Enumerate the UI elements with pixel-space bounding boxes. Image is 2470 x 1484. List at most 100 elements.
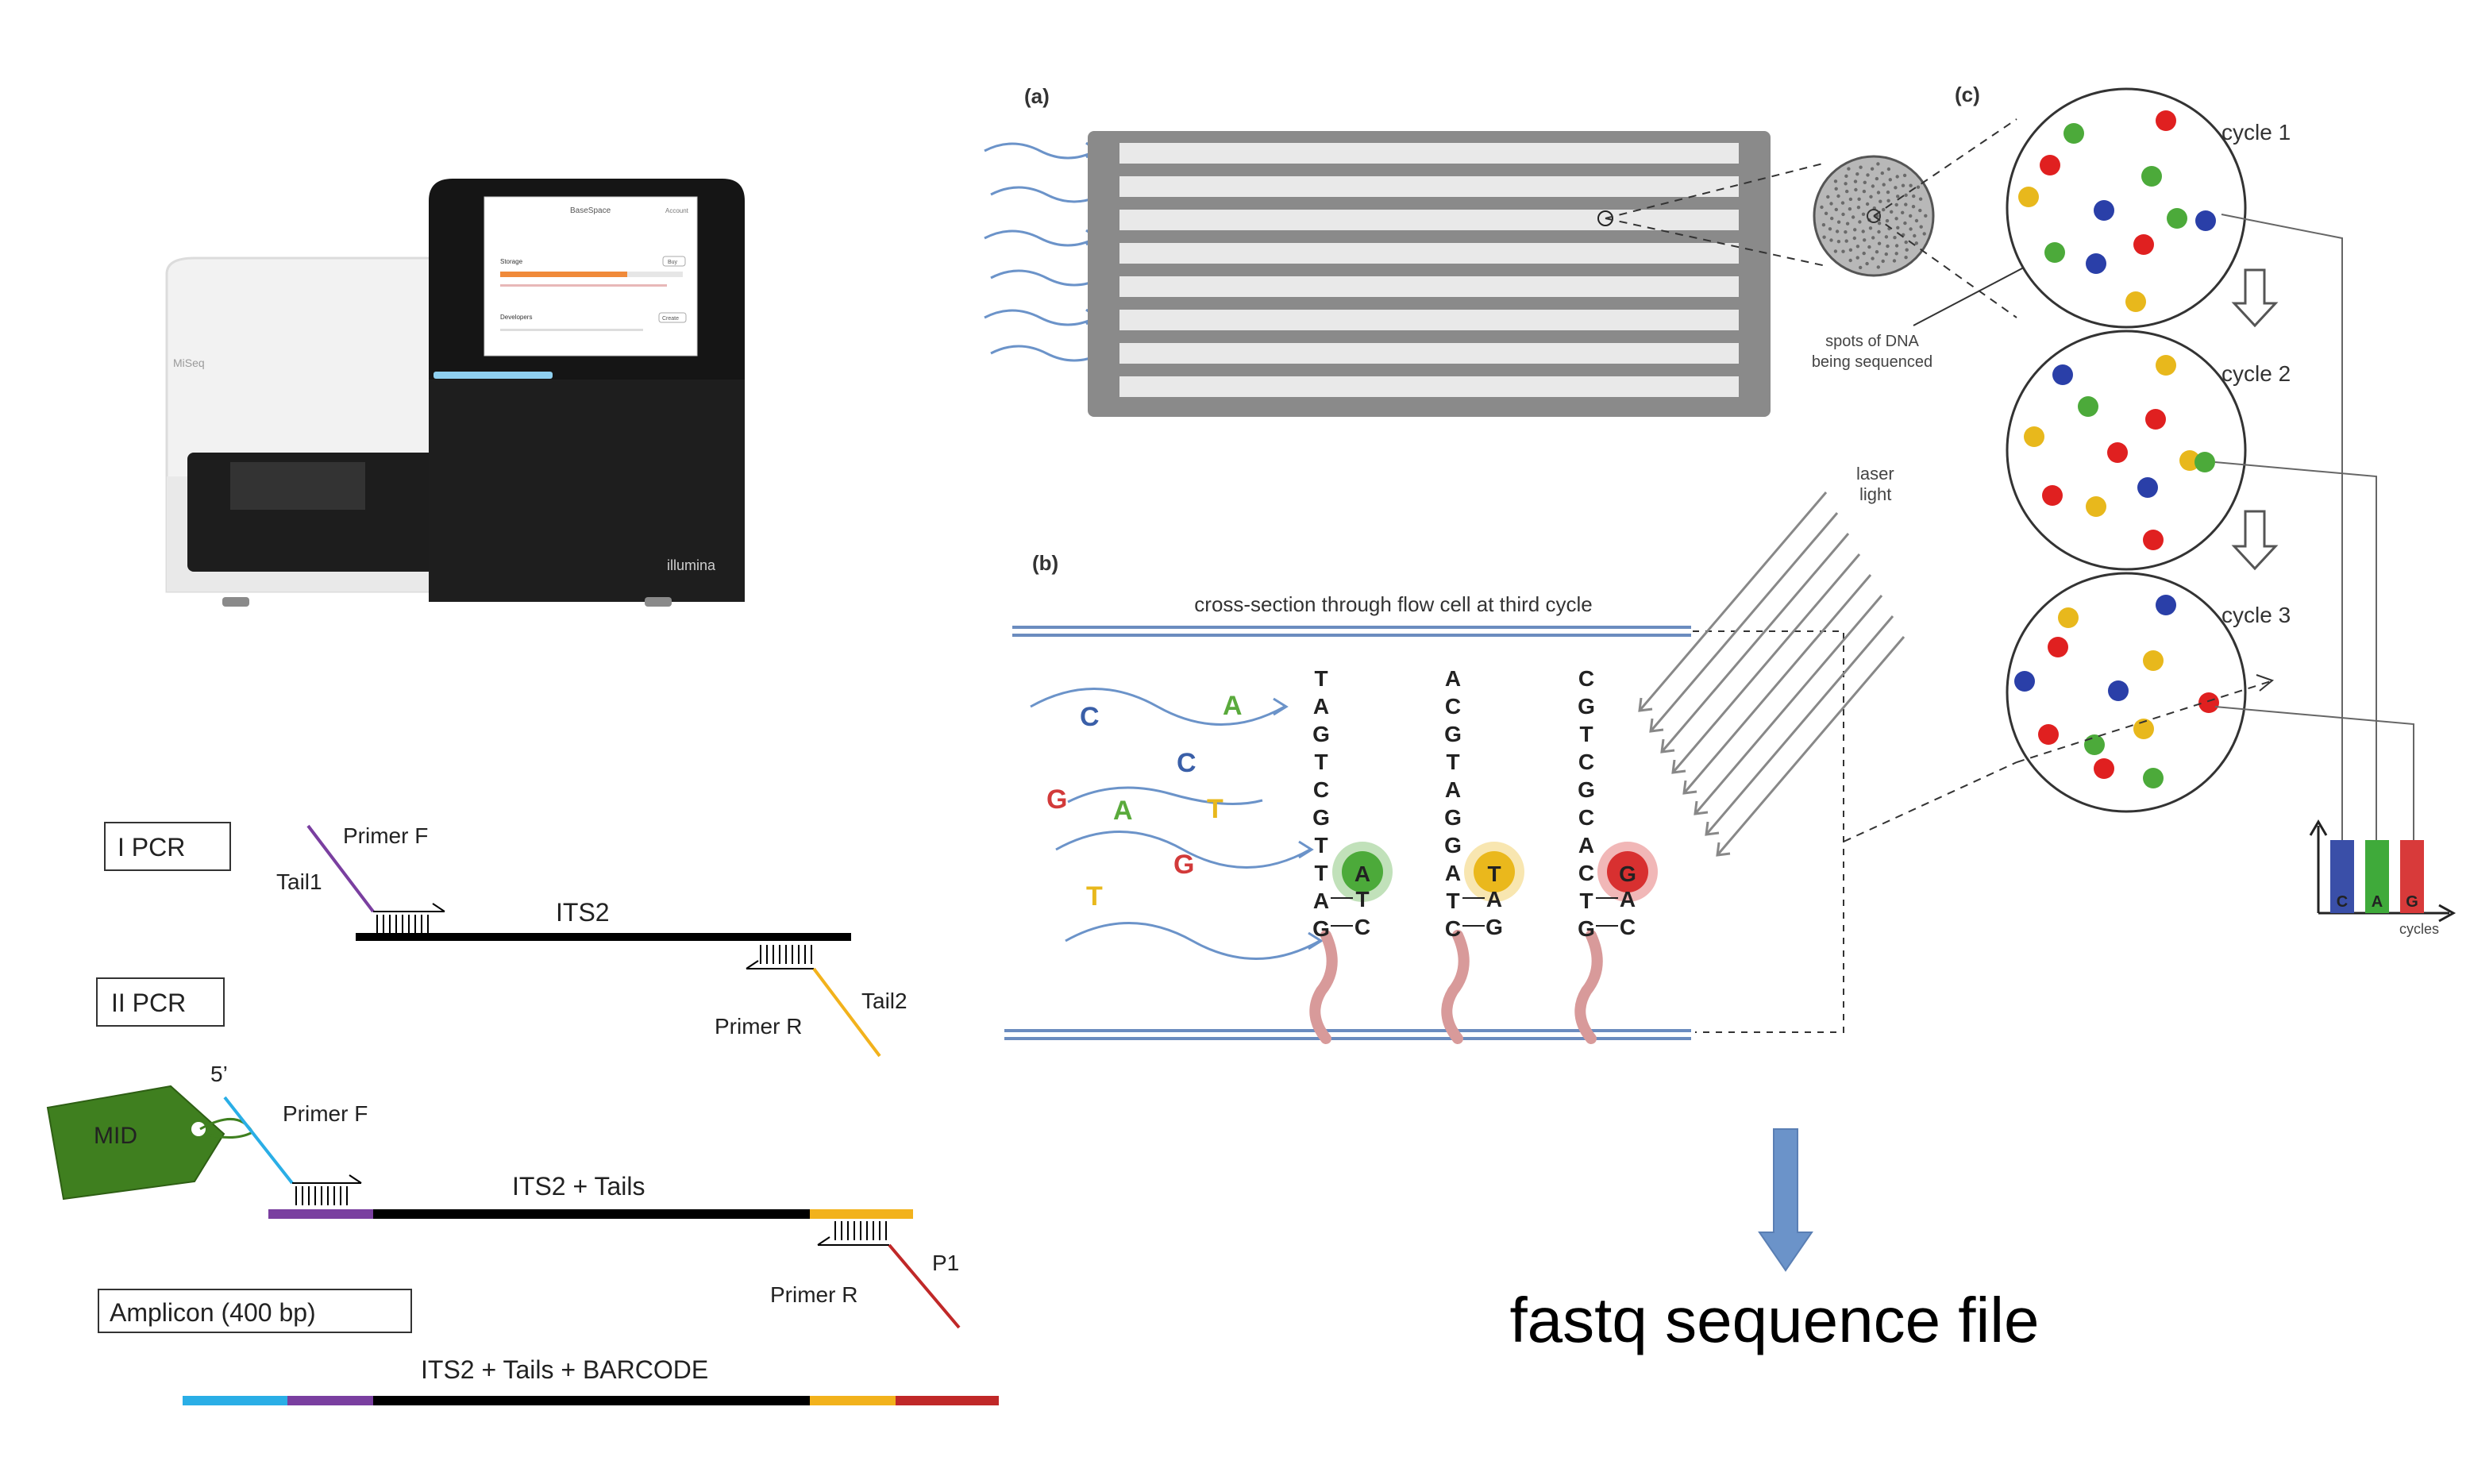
- primer-f2-hybrid-ticks: [295, 1186, 348, 1205]
- ii-pcr-label: II PCR: [111, 989, 186, 1017]
- flow-cell-lane: [1119, 276, 1739, 297]
- free-nucleotide: G: [1046, 784, 1067, 815]
- primer-f2-label: Primer F: [283, 1101, 368, 1126]
- primer-r-hybrid-ticks: [760, 945, 812, 964]
- ii-pcr-box: [96, 977, 225, 1027]
- template-base: C: [1445, 916, 1461, 941]
- laser-beam: [1705, 615, 1894, 835]
- dna-spot: [2084, 734, 2105, 755]
- dna-spot: [2048, 637, 2068, 657]
- flow-cell-lane: [1119, 376, 1739, 397]
- template-base: T: [1314, 833, 1327, 858]
- dna-spot: [2143, 530, 2164, 550]
- flow-cell-lane: [1119, 210, 1739, 230]
- template-base: T: [1446, 750, 1459, 774]
- panel-b-label: (b): [1032, 551, 1058, 575]
- template-base: C: [1578, 666, 1594, 691]
- screen-storage-label: Storage: [500, 258, 523, 265]
- template-base: T: [1446, 888, 1459, 913]
- dna-spot: [2143, 768, 2164, 788]
- primer-r2-hybrid-ticks: [834, 1221, 887, 1240]
- dna-spot: [2141, 166, 2162, 187]
- paired-base: C: [1354, 915, 1370, 939]
- p1-label: P1: [932, 1251, 959, 1275]
- its2-label: ITS2: [556, 898, 610, 927]
- template-base: G: [1578, 694, 1595, 719]
- flow-cell-lane: [1119, 143, 1739, 164]
- dna-spot: [2145, 409, 2166, 430]
- laser-beam: [1649, 512, 1839, 732]
- laser-beam: [1638, 491, 1828, 711]
- cycle-1-label: cycle 1: [2221, 120, 2291, 145]
- primer-r-label: Primer R: [715, 1014, 802, 1039]
- flow-arrow: [984, 309, 1096, 326]
- template-base: G: [1312, 805, 1330, 830]
- mid-label: MID: [94, 1123, 137, 1149]
- flow-arrow: [984, 229, 1096, 247]
- its2-tails-label: ITS2 + Tails: [512, 1172, 645, 1201]
- tail2-line: [812, 967, 881, 1058]
- output-arrow-icon: [1758, 1128, 1813, 1272]
- machine-brand-label: MiSeq: [173, 357, 205, 369]
- template-base: A: [1445, 777, 1461, 802]
- flow-arrow: [990, 345, 1103, 362]
- laser-beam: [1694, 595, 1883, 815]
- instrument-touchscreen: BaseSpace Account Storage Buy Developers…: [484, 196, 698, 357]
- template-base: C: [1578, 805, 1594, 830]
- template-base: T: [1314, 750, 1327, 774]
- flow-arrow: [990, 269, 1103, 287]
- tail1-label: Tail1: [276, 869, 322, 894]
- paired-base: A: [1620, 887, 1636, 912]
- dna-spot: [2014, 671, 2035, 692]
- laser-beams: [1638, 491, 1905, 857]
- laser-label-line1: laser: [1856, 464, 1894, 484]
- dna-spot: [2052, 364, 2073, 385]
- svg-text:T: T: [1487, 861, 1501, 886]
- five-prime-label: 5’: [210, 1062, 228, 1086]
- free-nucleotide: C: [1080, 702, 1100, 732]
- screen-developers-button: Create: [662, 316, 679, 322]
- dna-spot: [2038, 724, 2059, 745]
- template-base: T: [1579, 722, 1593, 746]
- i-pcr-label: I PCR: [118, 833, 185, 861]
- screen-storage-button: Buy: [668, 260, 678, 265]
- svg-text:G: G: [1619, 861, 1636, 886]
- incorporated-nucleotide: [1474, 851, 1515, 892]
- flow-cell-body: [1088, 131, 1771, 417]
- dna-spot: [2107, 442, 2128, 463]
- template-base: G: [1578, 777, 1595, 802]
- dna-spot: [2133, 719, 2154, 739]
- primer-f-label: Primer F: [343, 823, 428, 848]
- template-base: G: [1444, 833, 1462, 858]
- dna-spot: [2198, 692, 2219, 713]
- dna-spot: [2078, 396, 2098, 417]
- incorporated-nucleotide: [1607, 851, 1648, 892]
- illumina-logo: illumina: [667, 557, 716, 573]
- panel-b-cross-section: (b) cross-section through flow cell at t…: [1004, 464, 2275, 1044]
- dna-spot: [2086, 253, 2106, 274]
- storage-progress-bar: [500, 272, 627, 277]
- template-base: T: [1314, 666, 1327, 691]
- template-base: A: [1313, 694, 1329, 719]
- free-nucleotide: C: [1177, 748, 1196, 778]
- dna-anchor: [1309, 930, 1338, 1044]
- dna-spot: [2018, 187, 2039, 207]
- cycle-down-arrow-1: [2231, 268, 2279, 328]
- panel-a-label: (a): [1024, 84, 1050, 108]
- template-base: A: [1445, 666, 1461, 691]
- screen-title: BaseSpace: [570, 206, 611, 215]
- base-call-histogram: C A G cycles: [2309, 819, 2457, 937]
- flow-cell-lane: [1119, 310, 1739, 330]
- dna-spot: [2195, 210, 2216, 231]
- dna-spot: [2125, 291, 2146, 312]
- amplicon-box: [98, 1289, 412, 1333]
- template-base: C: [1445, 694, 1461, 719]
- free-nucleotide: G: [1173, 850, 1194, 880]
- paired-base: A: [1486, 887, 1502, 912]
- laser-beam: [1716, 636, 1905, 856]
- dna-spot: [2137, 477, 2158, 498]
- flow-arrow: [984, 142, 1096, 160]
- dna-spot: [2063, 123, 2084, 144]
- dna-spot: [2058, 607, 2079, 628]
- spots-caption-line1: spots of DNA: [1825, 333, 1919, 350]
